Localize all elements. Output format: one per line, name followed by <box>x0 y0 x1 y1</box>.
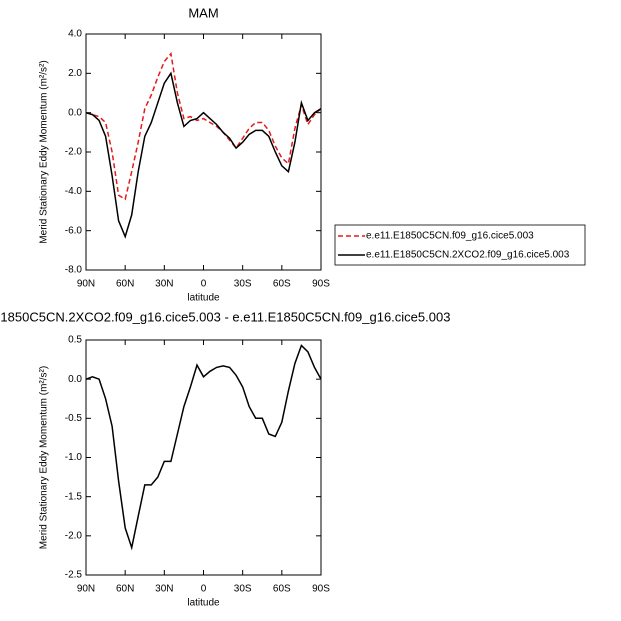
y-tick-label: -2.5 <box>65 570 83 581</box>
y-axis-label: Merid Stationary Eddy Momentum (m²/s²) <box>39 366 50 549</box>
data-line <box>85 51 322 201</box>
plot-frame <box>85 339 322 576</box>
data-line <box>85 71 322 239</box>
data-line <box>85 344 322 551</box>
x-tick-label: 30N <box>155 279 173 290</box>
y-tick-label: 0.0 <box>68 107 82 118</box>
y-tick-label: -0.5 <box>65 413 83 424</box>
x-tick-label: 90N <box>77 584 95 595</box>
y-tick-label: -6.0 <box>65 225 83 236</box>
y-tick-label: -4.0 <box>65 186 83 197</box>
x-tick-label: 60S <box>273 279 291 290</box>
legend-box <box>334 224 586 266</box>
x-tick-label: 90N <box>77 279 95 290</box>
y-tick-label: -1.5 <box>65 491 83 502</box>
x-tick-label: 60S <box>273 584 291 595</box>
x-tick-label: 30S <box>234 279 252 290</box>
x-tick-label: 0 <box>201 584 207 595</box>
x-tick-label: 30S <box>234 584 252 595</box>
legend-label: e.e11.E1850C5CN.2XCO2.f09_g16.cice5.003 <box>366 250 570 261</box>
legend-label: e.e11.E1850C5CN.f09_g16.cice5.003 <box>366 231 534 242</box>
y-axis-label: Merid Stationary Eddy Momentum (m²/s²) <box>39 60 50 243</box>
x-tick-label: 90S <box>312 584 330 595</box>
y-tick-label: 4.0 <box>68 29 82 40</box>
x-tick-label: 90S <box>312 279 330 290</box>
x-tick-label: 30N <box>155 584 173 595</box>
y-tick-label: -2.0 <box>65 530 83 541</box>
x-tick-label: 60N <box>116 584 134 595</box>
plot-frame <box>85 33 322 271</box>
y-tick-label: -2.0 <box>65 147 83 158</box>
chart-title: e.e11.E1850C5CN.2XCO2.f09_g16.cice5.003 … <box>0 309 450 324</box>
y-tick-label: -1.0 <box>65 452 83 463</box>
x-axis-label: latitude <box>187 598 220 609</box>
y-tick-label: 0.0 <box>68 374 82 385</box>
y-tick-label: 0.5 <box>68 335 82 346</box>
x-axis-label: latitude <box>187 293 220 304</box>
x-tick-label: 0 <box>201 279 207 290</box>
y-tick-label: 2.0 <box>68 68 82 79</box>
chart-title: MAM <box>188 5 218 20</box>
y-tick-label: -8.0 <box>65 265 83 276</box>
x-tick-label: 60N <box>116 279 134 290</box>
